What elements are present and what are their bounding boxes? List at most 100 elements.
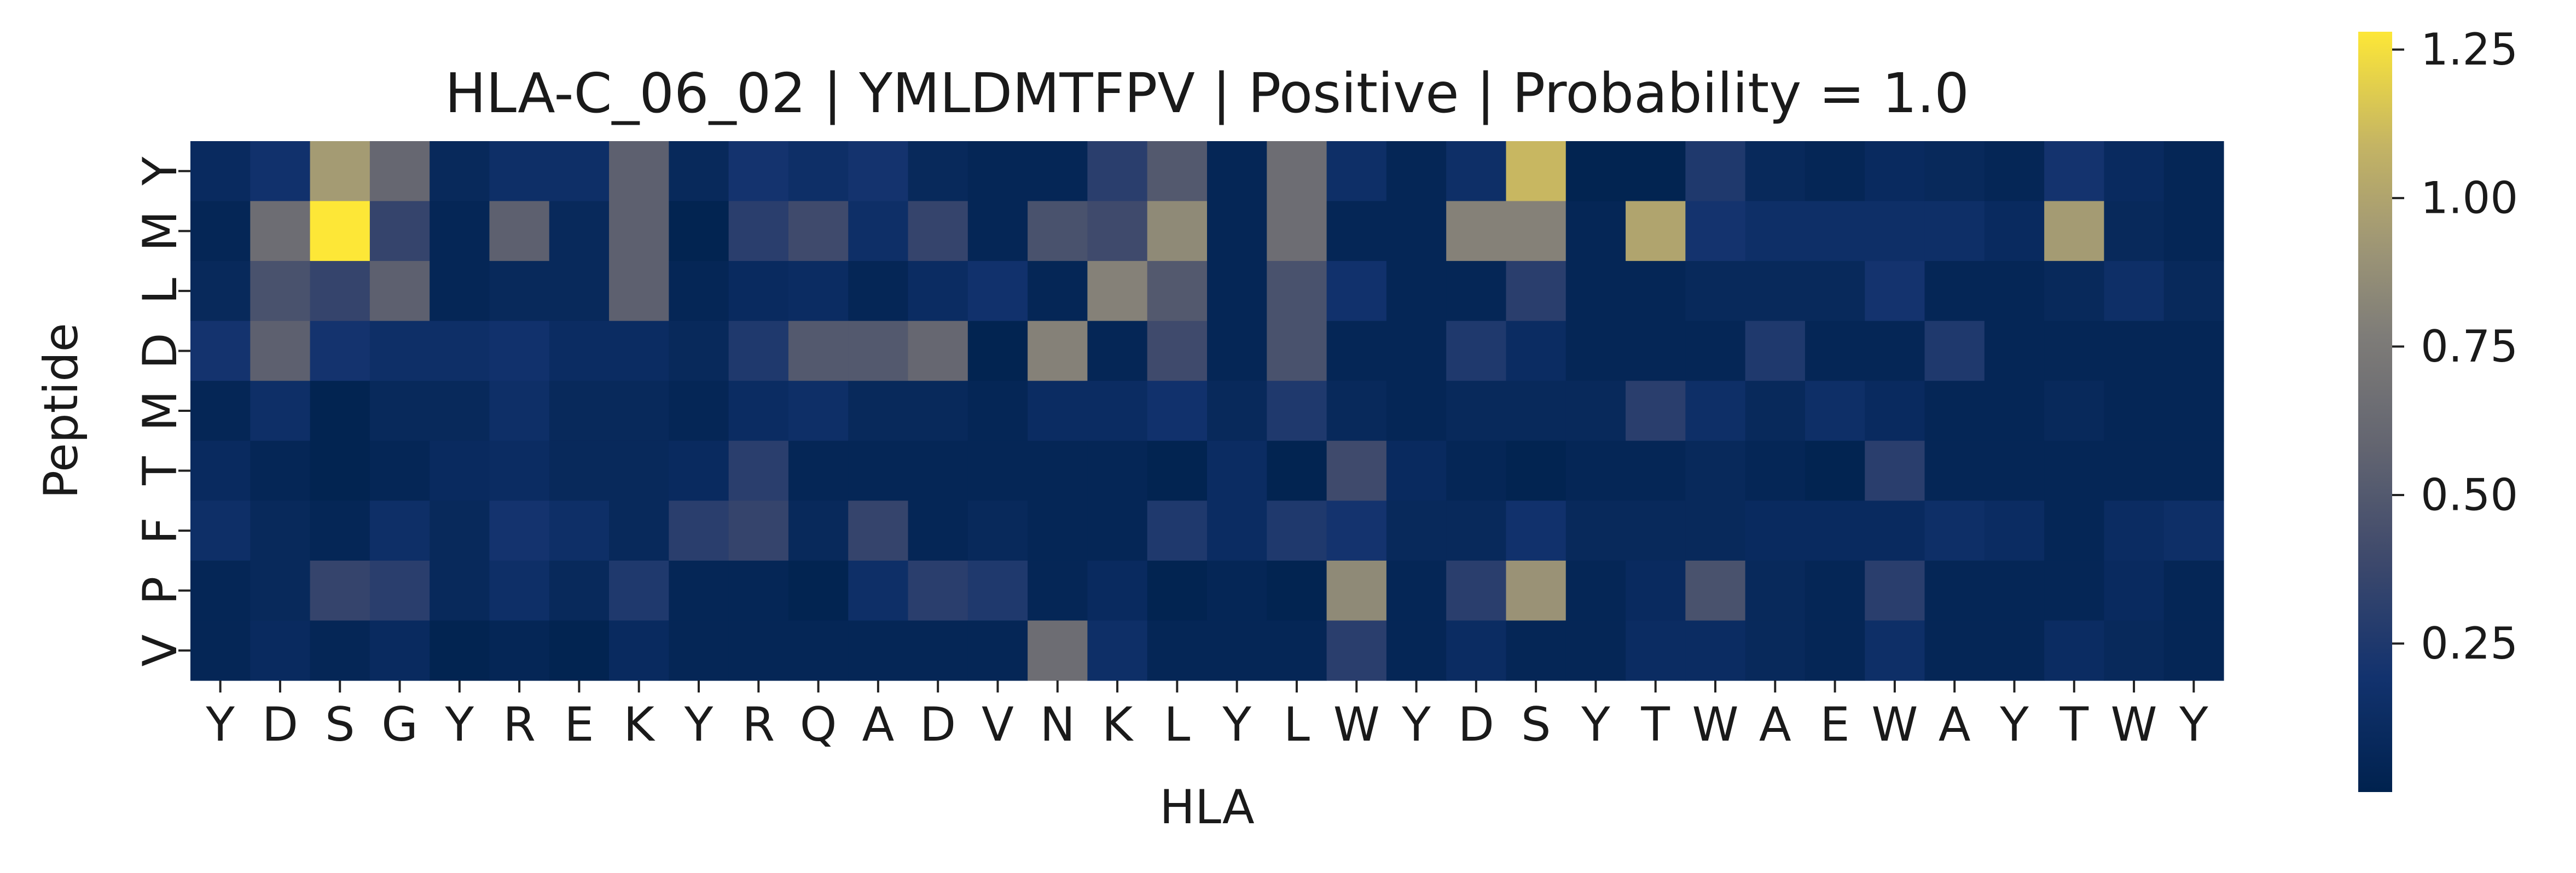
x-tick-label: R: [503, 697, 536, 752]
heatmap-cell-r4-c16: [1147, 381, 1208, 441]
heatmap-cell-r3-c27: [1805, 321, 1865, 381]
heatmap-cell-r7-c17: [1207, 560, 1267, 621]
heatmap-cell-r8-c5: [489, 620, 550, 681]
heatmap-cell-r8-c3: [369, 620, 430, 681]
heatmap-cell-r1-c24: [1626, 201, 1686, 261]
heatmap-cell-r1-c6: [549, 201, 610, 261]
colorbar-tick-label: 0.25: [2421, 618, 2518, 669]
heatmap-cell-r2-c8: [669, 261, 729, 322]
heatmap-cell-r7-c0: [190, 560, 251, 621]
heatmap-cell-r7-c30: [1984, 560, 2045, 621]
heatmap-cell-r0-c13: [967, 141, 1028, 202]
heatmap-cell-r0-c16: [1147, 141, 1208, 202]
heatmap-cell-r3-c31: [2044, 321, 2105, 381]
colorbar-tick-label: 1.25: [2421, 24, 2518, 75]
heatmap-cell-r3-c9: [728, 321, 789, 381]
heatmap-cell-r8-c24: [1626, 620, 1686, 681]
heatmap-cell-r4-c18: [1267, 381, 1327, 441]
heatmap-cell-r4-c10: [788, 381, 849, 441]
heatmap-cell-r6-c13: [967, 500, 1028, 561]
heatmap-cell-r5-c10: [788, 440, 849, 501]
heatmap-cell-r3-c0: [190, 321, 251, 381]
x-tick-label: A: [862, 697, 894, 752]
heatmap-cell-r6-c25: [1685, 500, 1746, 561]
heatmap-cell-r1-c1: [250, 201, 311, 261]
heatmap-cell-r7-c13: [967, 560, 1028, 621]
heatmap-cell-r7-c9: [728, 560, 789, 621]
heatmap-cell-r0-c4: [430, 141, 490, 202]
heatmap-cell-r6-c30: [1984, 500, 2045, 561]
heatmap-cell-r1-c27: [1805, 201, 1865, 261]
heatmap-cell-r1-c7: [609, 201, 669, 261]
heatmap-cell-r7-c2: [310, 560, 370, 621]
heatmap-cell-r4-c32: [2104, 381, 2165, 441]
heatmap-cell-r3-c1: [250, 321, 311, 381]
heatmap-cell-r2-c17: [1207, 261, 1267, 322]
y-tick-label: P: [133, 577, 188, 605]
heatmap-cell-r6-c3: [369, 500, 430, 561]
heatmap-cell-r2-c21: [1446, 261, 1507, 322]
heatmap-cell-r3-c15: [1087, 321, 1148, 381]
heatmap-cell-r1-c15: [1087, 201, 1148, 261]
heatmap-cell-r1-c20: [1386, 201, 1447, 261]
heatmap-cell-r5-c5: [489, 440, 550, 501]
heatmap-cell-r3-c23: [1565, 321, 1626, 381]
heatmap-cell-r2-c19: [1326, 261, 1387, 322]
heatmap-cell-r4-c28: [1865, 381, 1925, 441]
heatmap-cell-r5-c33: [2163, 440, 2224, 501]
heatmap-cell-r8-c17: [1207, 620, 1267, 681]
heatmap-cell-r0-c22: [1506, 141, 1567, 202]
heatmap-cell-r3-c29: [1924, 321, 1985, 381]
heatmap-cell-r0-c30: [1984, 141, 2045, 202]
heatmap-cell-r3-c21: [1446, 321, 1507, 381]
colorbar-gradient: [2358, 32, 2392, 792]
heatmap-cell-r4-c25: [1685, 381, 1746, 441]
heatmap-cell-r8-c19: [1326, 620, 1387, 681]
heatmap-cell-r0-c2: [310, 141, 370, 202]
heatmap-cell-r0-c6: [549, 141, 610, 202]
x-tick-label: Q: [800, 697, 837, 752]
heatmap-cell-r7-c11: [848, 560, 909, 621]
heatmap-cell-r8-c26: [1745, 620, 1806, 681]
heatmap-cell-r2-c1: [250, 261, 311, 322]
heatmap-cell-r5-c17: [1207, 440, 1267, 501]
heatmap-cell-r8-c25: [1685, 620, 1746, 681]
heatmap-cell-r6-c19: [1326, 500, 1387, 561]
x-tick-label: Y: [1401, 697, 1431, 752]
colorbar-tick-label: 0.50: [2421, 470, 2518, 521]
heatmap-cell-r7-c18: [1267, 560, 1327, 621]
heatmap-cell-r4-c1: [250, 381, 311, 441]
x-tick-label: W: [1871, 697, 1918, 752]
x-tick-label: S: [1521, 697, 1551, 752]
heatmap-cell-r1-c12: [908, 201, 968, 261]
y-tick-label: T: [133, 456, 188, 486]
heatmap-cell-r3-c12: [908, 321, 968, 381]
heatmap-cell-r7-c33: [2163, 560, 2224, 621]
heatmap-cell-r5-c1: [250, 440, 311, 501]
heatmap-cell-r8-c13: [967, 620, 1028, 681]
heatmap-cell-r1-c18: [1267, 201, 1327, 261]
heatmap-cell-r0-c25: [1685, 141, 1746, 202]
heatmap-cell-r6-c20: [1386, 500, 1447, 561]
heatmap-cell-r7-c19: [1326, 560, 1387, 621]
heatmap-cell-r2-c29: [1924, 261, 1985, 322]
heatmap-cell-r1-c14: [1028, 201, 1088, 261]
heatmap-cell-r1-c29: [1924, 201, 1985, 261]
heatmap-cell-r4-c2: [310, 381, 370, 441]
heatmap-cell-r4-c6: [549, 381, 610, 441]
heatmap-cell-r3-c24: [1626, 321, 1686, 381]
y-axis-label: Peptide: [34, 323, 89, 498]
heatmap-cell-r4-c17: [1207, 381, 1267, 441]
y-tick-label: F: [133, 517, 188, 544]
x-tick-label: Y: [684, 697, 713, 752]
heatmap-cell-r0-c9: [728, 141, 789, 202]
heatmap-cell-r1-c11: [848, 201, 909, 261]
heatmap-cell-r1-c33: [2163, 201, 2224, 261]
heatmap-cell-r6-c7: [609, 500, 669, 561]
heatmap-cell-r8-c15: [1087, 620, 1148, 681]
heatmap-cell-r4-c30: [1984, 381, 2045, 441]
heatmap-cell-r4-c7: [609, 381, 669, 441]
heatmap-cell-r4-c21: [1446, 381, 1507, 441]
x-axis-label: HLA: [1159, 780, 1255, 835]
